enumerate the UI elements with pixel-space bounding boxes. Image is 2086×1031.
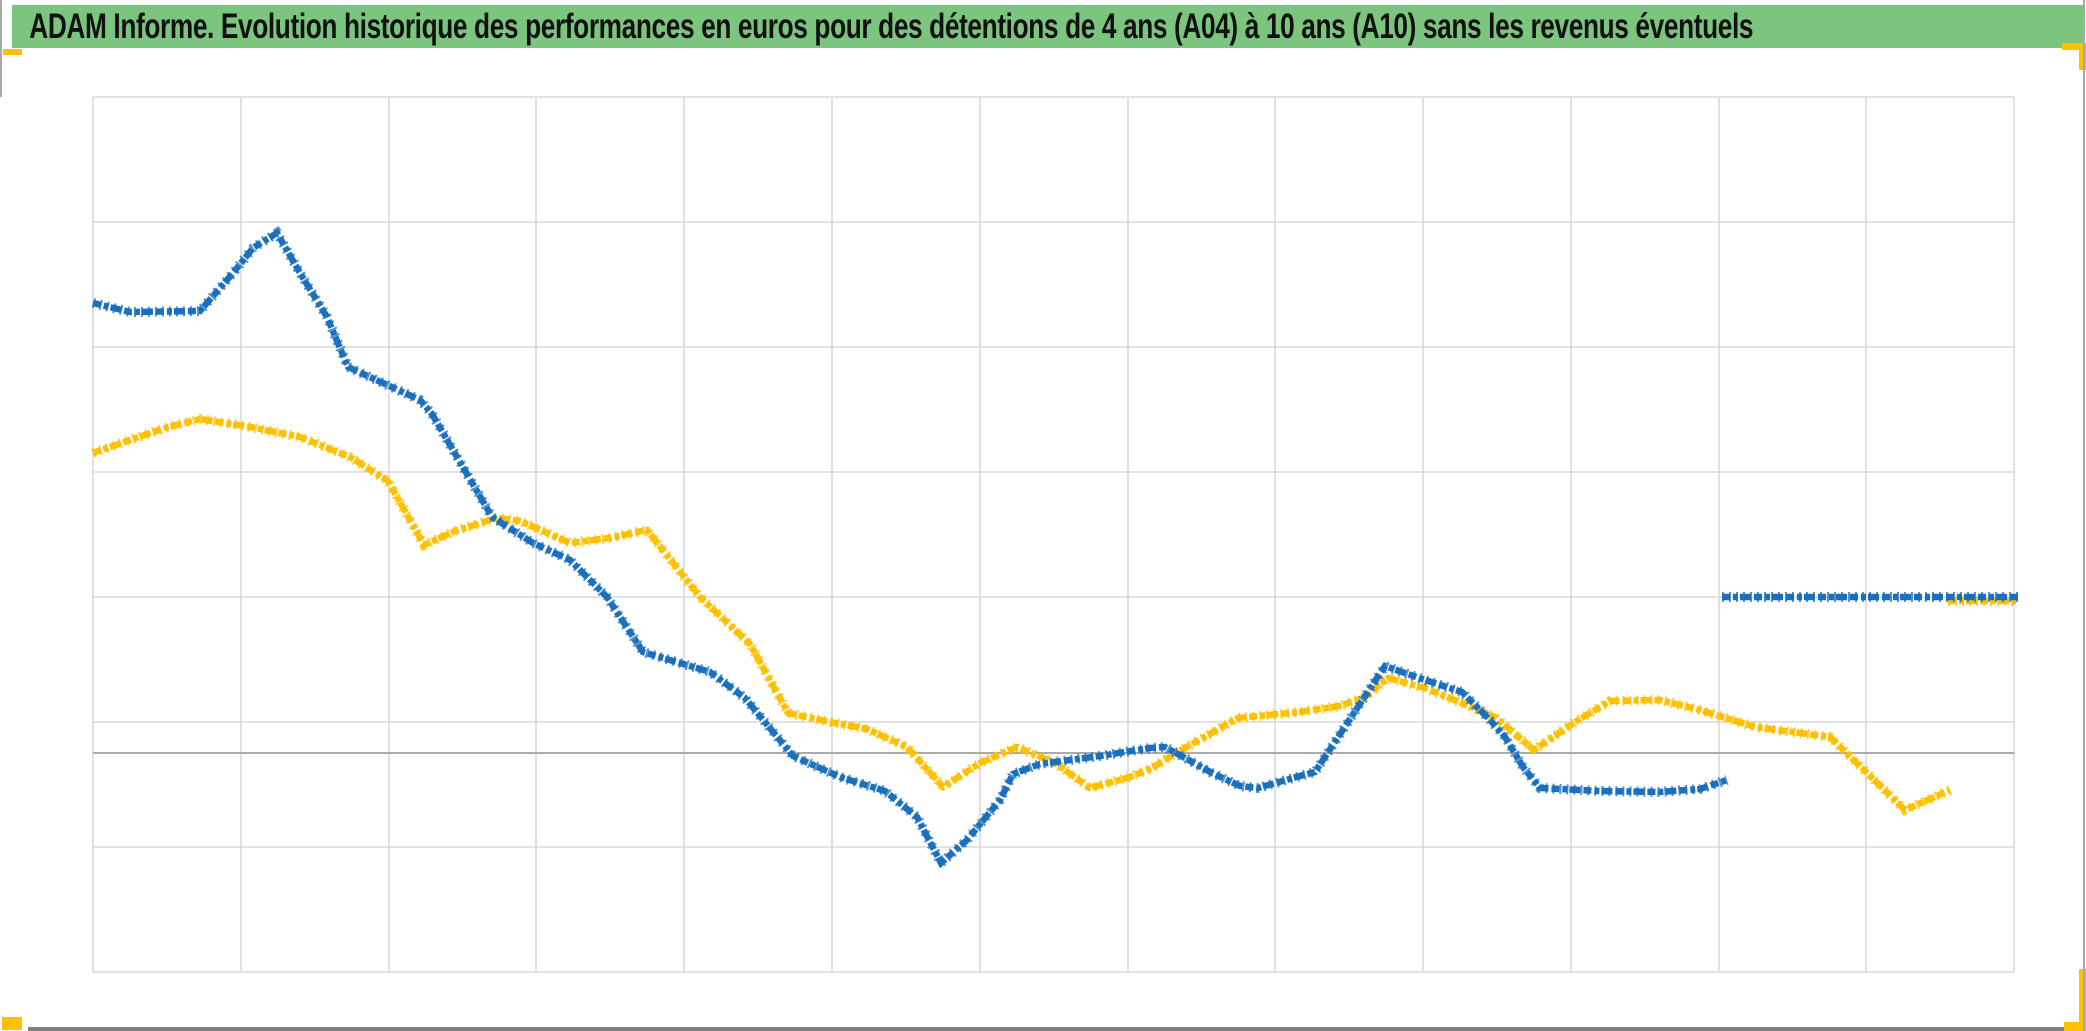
page-title: ADAM Informe. Evolution historique des p… (29, 6, 1754, 46)
accent-corner-bottom-right-horizontal (2064, 1022, 2086, 1031)
window-border-right (2083, 0, 2085, 1031)
gridlines (92, 96, 2015, 973)
accent-corner-bottom-right-vertical (2079, 969, 2086, 1031)
accent-mark-top-left (3, 49, 22, 55)
window-border-left (0, 0, 2, 97)
series-blue-line[interactable] (91, 226, 1729, 871)
title-bar: ADAM Informe. Evolution historique des p… (12, 5, 2083, 48)
window-border-bottom (28, 1027, 2064, 1031)
series-yellow-line[interactable] (91, 413, 1953, 816)
accent-mark-bottom-left (2, 1017, 22, 1030)
accent-corner-top-right-vertical (2079, 43, 2086, 70)
accent-corner-top-right-horizontal (2062, 43, 2086, 50)
